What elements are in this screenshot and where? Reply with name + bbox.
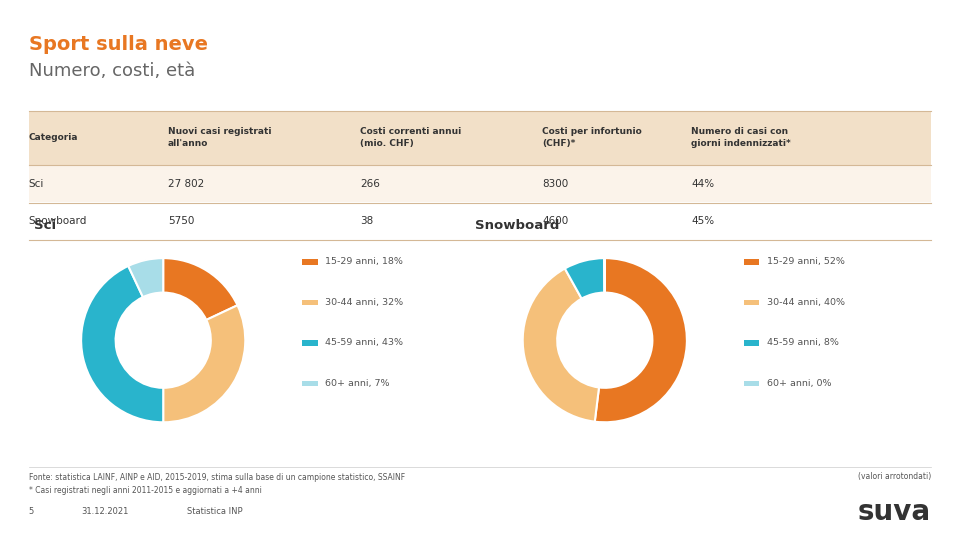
Text: Sport sulla neve: Sport sulla neve — [29, 35, 207, 54]
Text: 45-59 anni, 8%: 45-59 anni, 8% — [767, 339, 839, 347]
Text: 27 802: 27 802 — [168, 179, 204, 188]
Text: Snowboard: Snowboard — [29, 217, 87, 226]
Text: Sci: Sci — [34, 219, 56, 232]
Text: 4600: 4600 — [542, 217, 568, 226]
Text: suva: suva — [858, 498, 931, 526]
Text: 45%: 45% — [691, 217, 714, 226]
Text: Costi correnti annui
(mio. CHF): Costi correnti annui (mio. CHF) — [360, 127, 461, 148]
Text: * Casi registrati negli anni 2011-2015 e aggiornati a +4 anni: * Casi registrati negli anni 2011-2015 e… — [29, 486, 262, 495]
Text: 8300: 8300 — [542, 179, 568, 188]
Text: Fonte: statistica LAINF, AINP e AID, 2015-2019, stima sulla base di un campione : Fonte: statistica LAINF, AINP e AID, 201… — [29, 472, 405, 482]
Wedge shape — [129, 258, 163, 297]
Text: (valori arrotondati): (valori arrotondati) — [858, 472, 931, 482]
Text: Sci: Sci — [29, 179, 44, 188]
Wedge shape — [595, 258, 686, 422]
Text: 45-59 anni, 43%: 45-59 anni, 43% — [325, 339, 403, 347]
Text: Numero di casi con
giorni indennizzati*: Numero di casi con giorni indennizzati* — [691, 127, 791, 148]
Text: Categoria: Categoria — [29, 133, 79, 142]
Text: Costi per infortunio
(CHF)*: Costi per infortunio (CHF)* — [542, 127, 642, 148]
Text: 15-29 anni, 18%: 15-29 anni, 18% — [325, 258, 403, 266]
Text: 30-44 anni, 40%: 30-44 anni, 40% — [767, 298, 845, 307]
Text: 60+ anni, 7%: 60+ anni, 7% — [325, 379, 390, 388]
Wedge shape — [163, 258, 237, 320]
Text: Snowboard: Snowboard — [475, 219, 560, 232]
Text: 266: 266 — [360, 179, 380, 188]
Text: 5750: 5750 — [168, 217, 194, 226]
Text: 15-29 anni, 52%: 15-29 anni, 52% — [767, 258, 845, 266]
Wedge shape — [163, 305, 245, 422]
Text: Nuovi casi registrati
all'anno: Nuovi casi registrati all'anno — [168, 127, 272, 148]
Text: 31.12.2021: 31.12.2021 — [82, 507, 129, 516]
Text: 60+ anni, 0%: 60+ anni, 0% — [767, 379, 831, 388]
Text: Statistica INP: Statistica INP — [187, 507, 243, 516]
Wedge shape — [82, 266, 163, 422]
Text: Numero, costi, età: Numero, costi, età — [29, 62, 195, 80]
Text: 5: 5 — [29, 507, 34, 516]
Text: 38: 38 — [360, 217, 373, 226]
Wedge shape — [564, 258, 605, 299]
Text: 30-44 anni, 32%: 30-44 anni, 32% — [325, 298, 403, 307]
Wedge shape — [523, 268, 599, 422]
Text: 44%: 44% — [691, 179, 714, 188]
